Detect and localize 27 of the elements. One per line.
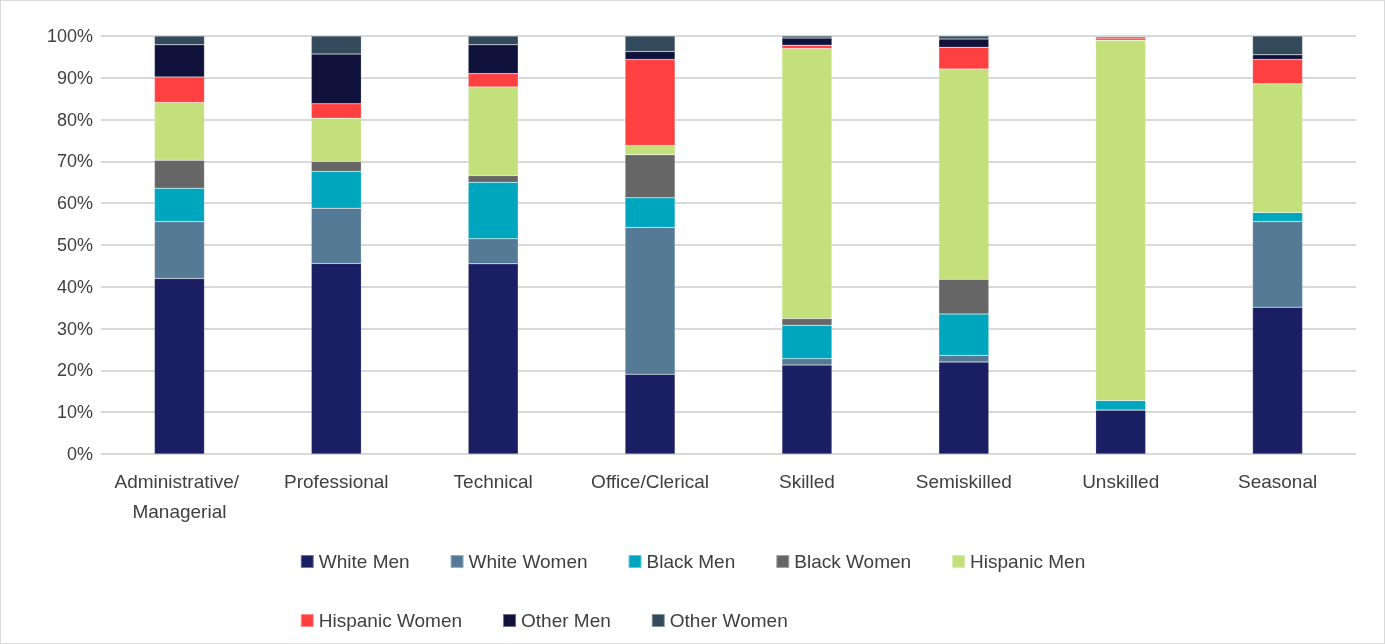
legend-label: Black Men (646, 551, 736, 572)
y-tick-label: 60% (56, 193, 93, 214)
x-tick-label: Seasonal (1237, 470, 1318, 492)
y-tick-label: 80% (56, 109, 93, 130)
y-tick-label: 20% (56, 360, 93, 381)
x-tick-label: Office/Clerical (591, 470, 710, 492)
y-tick-label: 100% (46, 26, 93, 46)
x-tick-label: Technical (453, 470, 533, 492)
legend-label: Other Women (669, 610, 788, 631)
legend-label: Black Women (794, 551, 912, 572)
x-tick-label: Semiskilled (915, 470, 1012, 492)
y-tick-label: 50% (56, 235, 93, 255)
legend-label: Hispanic Women (318, 610, 463, 631)
x-tick-label: Unskilled (1082, 470, 1160, 492)
x-tick-label: Skilled (778, 470, 835, 492)
y-tick-label: 90% (56, 67, 93, 88)
y-tick-label: 0% (66, 444, 93, 464)
y-tick-label: 70% (56, 151, 93, 172)
x-tick-label: Administrative/ Managerial (114, 470, 245, 522)
legend-label: Other Men (521, 610, 611, 631)
y-tick-label: 10% (56, 402, 93, 423)
legend-label: White Women (468, 551, 588, 572)
legend-label: Hispanic Men (970, 551, 1086, 572)
legend-label: White Men (318, 551, 410, 572)
y-tick-label: 30% (56, 318, 93, 339)
x-tick-label: Professional (284, 470, 389, 492)
y-tick-label: 40% (56, 276, 93, 297)
